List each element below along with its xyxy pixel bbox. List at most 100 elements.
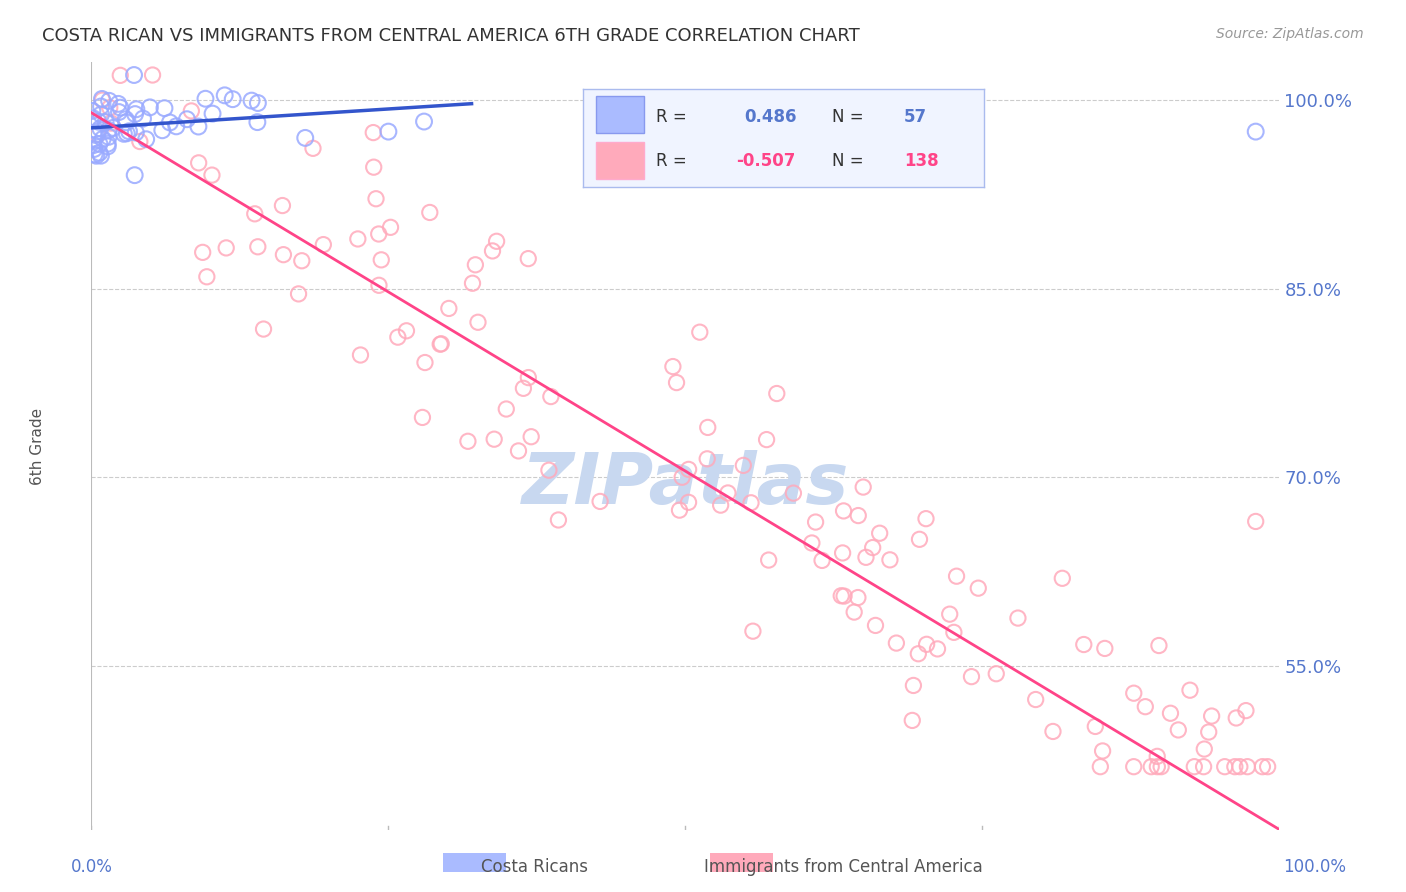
Point (187, 120, 209, 134)
Point (852, 480, 875, 494)
Point (294, 131, 316, 145)
Point (273, 248, 295, 262)
Point (1182, 760, 1205, 774)
Point (464, 258, 486, 272)
Point (1084, 719, 1107, 733)
Point (246, 115, 269, 129)
Point (1167, 723, 1189, 737)
Point (1201, 709, 1223, 723)
Point (195, 269, 218, 284)
Point (741, 624, 763, 639)
Point (413, 114, 436, 128)
Point (1140, 760, 1163, 774)
Point (986, 666, 1008, 681)
Point (90, 107, 112, 121)
Point (537, 463, 560, 477)
Point (938, 607, 960, 622)
Point (901, 714, 924, 728)
Point (512, 381, 534, 395)
Point (180, 103, 202, 118)
Point (689, 325, 711, 339)
Point (758, 553, 780, 567)
Point (246, 95, 269, 110)
Point (915, 511, 938, 525)
Point (461, 277, 484, 291)
Point (215, 241, 238, 255)
Point (90, 149, 112, 163)
Point (101, 120, 124, 135)
Point (377, 125, 399, 139)
Point (678, 462, 700, 476)
Point (927, 641, 949, 656)
Point (312, 237, 335, 252)
Point (429, 337, 451, 351)
Text: Source: ZipAtlas.com: Source: ZipAtlas.com (1216, 27, 1364, 41)
Point (696, 420, 718, 434)
Text: R =: R = (655, 152, 686, 169)
Point (942, 625, 965, 640)
Text: 57: 57 (904, 108, 927, 126)
Point (413, 355, 436, 369)
Point (457, 434, 479, 449)
Point (222, 92, 245, 106)
Point (176, 112, 198, 127)
Point (495, 402, 517, 417)
Point (125, 126, 148, 140)
Point (252, 322, 274, 336)
Point (1178, 683, 1201, 698)
Point (271, 198, 294, 212)
Point (1007, 611, 1029, 625)
Text: Immigrants from Central America: Immigrants from Central America (704, 858, 983, 876)
Text: 138: 138 (904, 152, 939, 169)
Point (481, 244, 503, 258)
Point (804, 515, 827, 529)
Point (765, 386, 787, 401)
Text: 6th Grade: 6th Grade (31, 408, 45, 484)
Point (865, 618, 887, 632)
Point (886, 636, 908, 650)
Point (1091, 744, 1114, 758)
Point (97, 129, 120, 144)
Point (740, 496, 762, 510)
Point (855, 550, 877, 565)
Point (135, 132, 157, 146)
Point (240, 94, 263, 108)
Point (733, 458, 755, 473)
Point (846, 508, 869, 523)
Point (540, 390, 562, 404)
Point (291, 253, 314, 268)
Point (1213, 760, 1236, 774)
Point (387, 330, 409, 344)
Text: 0.0%: 0.0% (70, 858, 112, 876)
Point (1194, 742, 1216, 756)
Point (1122, 686, 1144, 700)
Point (141, 68, 163, 82)
Point (82, 112, 104, 126)
Point (508, 444, 530, 458)
Point (150, 123, 173, 137)
Point (1135, 699, 1157, 714)
Point (696, 451, 718, 466)
Point (1251, 760, 1274, 774)
Point (1146, 760, 1168, 774)
Point (832, 589, 855, 603)
Point (89, 121, 111, 136)
Text: N =: N = (832, 152, 863, 169)
Point (437, 301, 460, 316)
Point (589, 494, 612, 508)
Point (246, 240, 269, 254)
Point (671, 470, 693, 484)
Point (960, 670, 983, 684)
Text: ZIPatlas: ZIPatlas (522, 450, 849, 519)
Point (831, 546, 853, 560)
Point (91, 92, 114, 106)
Point (115, 126, 138, 140)
Point (97, 139, 120, 153)
Point (967, 581, 990, 595)
Point (165, 120, 187, 134)
Point (82, 103, 104, 118)
Point (1234, 704, 1257, 718)
Point (349, 348, 371, 362)
Point (811, 553, 834, 567)
Text: -0.507: -0.507 (735, 152, 796, 169)
